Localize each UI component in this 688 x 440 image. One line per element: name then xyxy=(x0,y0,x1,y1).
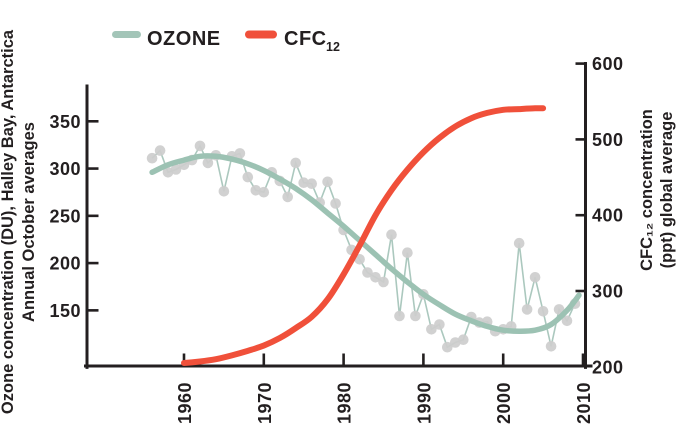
ozone-data-point xyxy=(537,306,549,317)
ozone-trend-curve xyxy=(149,153,582,334)
legend-cfc-subscript: 12 xyxy=(326,40,340,54)
x-axis-tick-label: 1980 xyxy=(335,382,355,424)
ozone-data-point xyxy=(434,319,445,330)
x-axis-tick-label: 2000 xyxy=(494,382,514,424)
ozone-data-point xyxy=(521,304,533,315)
ozone-data-point xyxy=(306,178,318,189)
ozone-data-point xyxy=(426,324,437,335)
plot-area: 150 200 250 300 350 200 300 400 500 600 1960 1970 19… xyxy=(49,54,623,424)
ozone-data-point xyxy=(442,341,453,353)
ozone-data-point xyxy=(170,164,182,175)
ozone-data-point xyxy=(450,337,461,348)
ozone-data-point xyxy=(258,186,270,198)
ozone-data-point xyxy=(162,167,174,178)
legend-cfc-label: CFC xyxy=(284,28,327,50)
ozone-data-point xyxy=(513,237,525,249)
left-axis-title-line2: Annual October averages xyxy=(20,122,38,322)
cfc12-curve xyxy=(181,105,547,366)
x-axis-tick-label: 2010 xyxy=(574,382,594,424)
ozone-data-point xyxy=(410,310,421,322)
right-axis-tick-label: 600 xyxy=(592,54,624,74)
ozone-data-point xyxy=(394,310,405,322)
x-axis-tick-label: 1990 xyxy=(414,382,434,424)
right-axis-tick-label: 200 xyxy=(592,357,624,377)
left-axis-tick-label: 300 xyxy=(49,159,81,179)
ozone-data-point xyxy=(194,140,206,152)
left-axis-tick-label: 200 xyxy=(49,254,81,274)
left-axis-title-line1: Ozone concentration (DU), Halley Bay, An… xyxy=(0,29,17,414)
right-axis-tick-label: 400 xyxy=(592,206,624,226)
ozone-data-point xyxy=(370,272,381,283)
ozone-data-point xyxy=(234,148,246,159)
ozone-data-point xyxy=(362,267,373,278)
ozone-data-point xyxy=(322,176,333,188)
ozone-data-point xyxy=(545,341,557,352)
ozone-data-point xyxy=(402,247,413,258)
x-axis-tick-label: 1970 xyxy=(255,382,275,424)
ozone-data-point xyxy=(250,185,262,196)
legend: OZONE CFC 12 xyxy=(112,28,340,54)
x-axis-tick-label: 1960 xyxy=(175,382,195,424)
ozone-data-point xyxy=(154,145,166,156)
ozone-data-point xyxy=(298,177,310,188)
ozone-data-point xyxy=(202,157,214,169)
ozone-data-point xyxy=(282,191,294,203)
legend-ozone-label: OZONE xyxy=(147,28,221,50)
ozone-data-point xyxy=(386,229,397,240)
right-axis-tick-label: 300 xyxy=(592,282,624,302)
legend-ozone-swatch xyxy=(112,31,141,38)
ozone-data-point xyxy=(561,315,573,327)
left-axis-tick-label: 150 xyxy=(49,301,81,321)
legend-cfc-swatch xyxy=(245,30,277,39)
ozone-data-point xyxy=(378,276,389,288)
ozone-data-point xyxy=(242,171,254,183)
left-axis-tick-label: 350 xyxy=(49,112,81,132)
ozone-data-point xyxy=(218,186,230,197)
ozone-data-point xyxy=(146,152,158,164)
ozone-data-point xyxy=(290,157,302,169)
right-axis-tick-label: 500 xyxy=(592,130,624,150)
ozone-data-point xyxy=(330,198,341,209)
left-axis-tick-label: 250 xyxy=(49,206,81,226)
ozone-data-point xyxy=(458,334,469,346)
right-axis-title-line2: (ppt) global average xyxy=(658,112,676,269)
ozone-data-point xyxy=(529,272,541,283)
right-axis-title-line1: CFC₁₂ concentration xyxy=(638,109,656,271)
